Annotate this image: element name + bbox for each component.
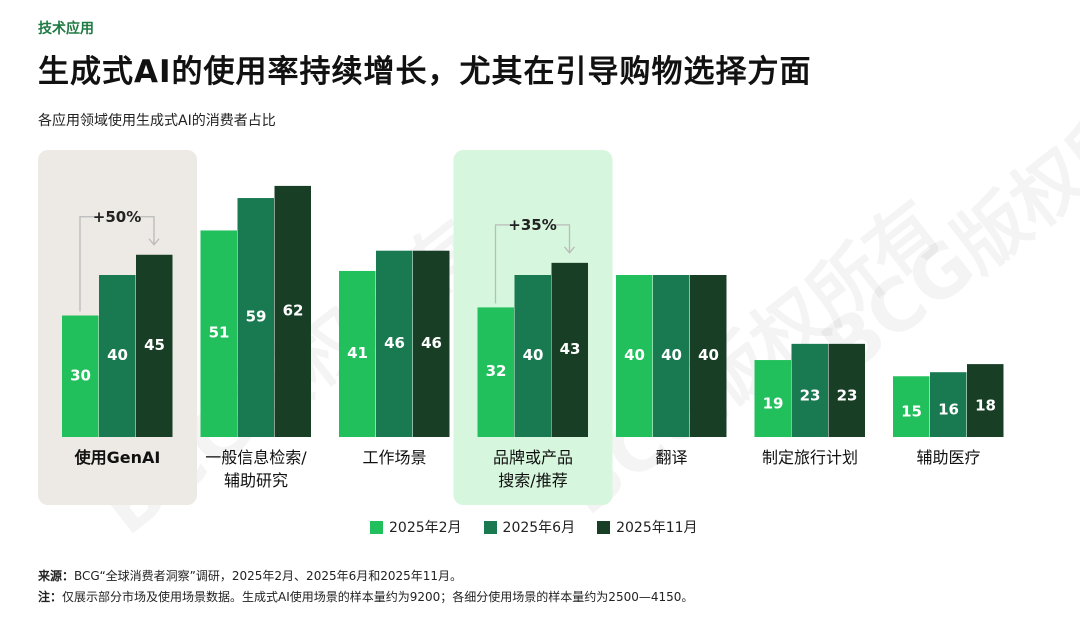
bar xyxy=(690,275,727,437)
bar-value-label: 23 xyxy=(800,386,821,404)
bar-value-label: 15 xyxy=(901,403,922,421)
footnote: 注：仅展示部分市场及使用场景数据。生成式AI使用场景的样本量约为9200；各细分… xyxy=(38,588,693,605)
bar xyxy=(376,250,413,437)
legend-item: 2025年2月 xyxy=(370,517,462,537)
bar-value-label: 40 xyxy=(661,346,682,364)
annotation-bracket-right xyxy=(553,224,571,253)
bar xyxy=(616,275,653,437)
category-label: 工作场景 xyxy=(362,448,426,467)
category-label: 翻译 xyxy=(655,448,687,467)
legend-item: 2025年6月 xyxy=(483,517,576,537)
category-label: 一般信息检索/ xyxy=(205,448,307,467)
source-note: 来源：BCG“全球消费者洞察”调研，2025年2月、2025年6月和2025年1… xyxy=(38,567,462,584)
bar xyxy=(274,185,311,437)
bar-value-label: 18 xyxy=(975,397,996,415)
legend: 2025年2月 2025年6月 2025年11月 xyxy=(370,517,698,537)
annotation-bracket-left xyxy=(79,216,94,312)
bar xyxy=(200,230,237,437)
bar xyxy=(754,360,791,437)
annotation-label: +35% xyxy=(508,216,556,234)
bar-value-label: 46 xyxy=(421,334,442,352)
bar-value-label: 40 xyxy=(523,346,544,364)
source-text: BCG“全球消费者洞察”调研，2025年2月、2025年6月和2025年11月。 xyxy=(74,569,463,583)
bar-value-label: 16 xyxy=(938,401,959,419)
category-label: 品牌或产品 xyxy=(493,448,573,467)
bar xyxy=(339,270,376,437)
legend-label: 2025年6月 xyxy=(502,520,576,536)
bar xyxy=(514,275,551,437)
legend-swatch xyxy=(370,520,383,534)
bar-chart: 30 51 41 32 40 19 15 40 59 46 40 40 23 16 45 62 46 43 40 23… xyxy=(38,150,1004,505)
bar-value-label: 30 xyxy=(70,366,91,384)
bar xyxy=(62,315,99,437)
annotation-bracket-right xyxy=(138,216,155,245)
legend-swatch xyxy=(597,520,611,534)
bar-value-label: 40 xyxy=(624,346,645,364)
category-label: 辅助医疗 xyxy=(916,448,980,467)
bar xyxy=(551,262,588,437)
page-title: 生成式AI的使用率持续增长，尤其在引导购物选择方面 xyxy=(38,54,812,90)
annotation-label: +50% xyxy=(93,208,141,226)
bar-value-label: 23 xyxy=(837,386,858,404)
note-label: 注： xyxy=(38,590,63,604)
bar xyxy=(99,275,136,437)
bar xyxy=(653,275,690,437)
bar xyxy=(930,372,967,437)
bar-value-label: 32 xyxy=(486,362,507,380)
bar xyxy=(477,307,514,437)
bar xyxy=(893,376,930,437)
category-label: 辅助研究 xyxy=(224,471,288,490)
bar-value-label: 59 xyxy=(246,308,267,326)
annotation-bracket-left xyxy=(494,224,510,304)
note-text: 仅展示部分市场及使用场景数据。生成式AI使用场景的样本量约为9200；各细分使用… xyxy=(62,590,694,604)
bar xyxy=(967,364,1004,437)
bar xyxy=(791,343,828,437)
bar-value-label: 45 xyxy=(144,336,165,354)
legend-item: 2025年11月 xyxy=(597,517,698,537)
bar xyxy=(237,198,274,437)
bar-value-label: 40 xyxy=(107,346,128,364)
bar-value-label: 43 xyxy=(560,340,581,358)
bar-value-label: 41 xyxy=(347,344,368,362)
legend-label: 2025年11月 xyxy=(616,520,698,536)
bar-value-label: 51 xyxy=(209,324,230,342)
category-label: 使用GenAI xyxy=(74,448,161,467)
source-label: 来源： xyxy=(38,569,75,583)
annotation-arrowhead xyxy=(564,246,575,254)
legend-label: 2025年2月 xyxy=(389,520,462,536)
bar-value-label: 46 xyxy=(384,334,405,352)
category-label: 搜索/推荐 xyxy=(498,471,567,490)
annotation-arrowhead xyxy=(148,238,160,246)
bar-value-label: 62 xyxy=(283,301,304,319)
chart-subtitle: 各应用领域使用生成式AI的消费者占比 xyxy=(38,113,276,129)
bar-value-label: 40 xyxy=(698,346,719,364)
bar xyxy=(413,250,450,437)
category-label: 制定旅行计划 xyxy=(762,448,858,467)
legend-swatch xyxy=(483,520,497,534)
section-tag: 技术应用 xyxy=(38,21,94,37)
bar xyxy=(136,254,173,437)
bar xyxy=(828,343,865,437)
bar-value-label: 19 xyxy=(763,395,784,413)
